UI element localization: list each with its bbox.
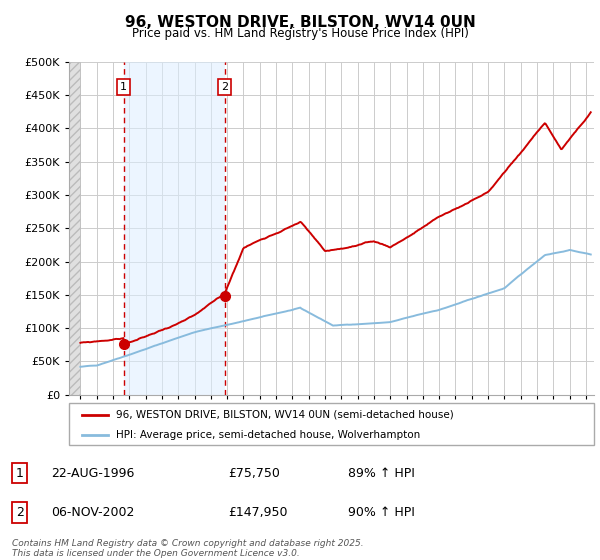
FancyBboxPatch shape — [69, 403, 594, 445]
Text: 2: 2 — [16, 506, 24, 519]
Text: 1: 1 — [120, 82, 127, 92]
Text: 90% ↑ HPI: 90% ↑ HPI — [348, 506, 415, 519]
Text: 22-AUG-1996: 22-AUG-1996 — [51, 466, 134, 480]
Bar — [124, 62, 225, 395]
Text: Contains HM Land Registry data © Crown copyright and database right 2025.
This d: Contains HM Land Registry data © Crown c… — [12, 539, 364, 558]
Text: 2: 2 — [221, 82, 228, 92]
Text: 96, WESTON DRIVE, BILSTON, WV14 0UN: 96, WESTON DRIVE, BILSTON, WV14 0UN — [125, 15, 475, 30]
Text: £147,950: £147,950 — [228, 506, 287, 519]
Text: 06-NOV-2002: 06-NOV-2002 — [51, 506, 134, 519]
Text: £75,750: £75,750 — [228, 466, 280, 480]
Text: 89% ↑ HPI: 89% ↑ HPI — [348, 466, 415, 480]
Text: 96, WESTON DRIVE, BILSTON, WV14 0UN (semi-detached house): 96, WESTON DRIVE, BILSTON, WV14 0UN (sem… — [116, 410, 454, 420]
Text: Price paid vs. HM Land Registry's House Price Index (HPI): Price paid vs. HM Land Registry's House … — [131, 27, 469, 40]
Text: HPI: Average price, semi-detached house, Wolverhampton: HPI: Average price, semi-detached house,… — [116, 430, 421, 440]
Bar — [69, 62, 80, 395]
Text: 1: 1 — [16, 466, 24, 480]
